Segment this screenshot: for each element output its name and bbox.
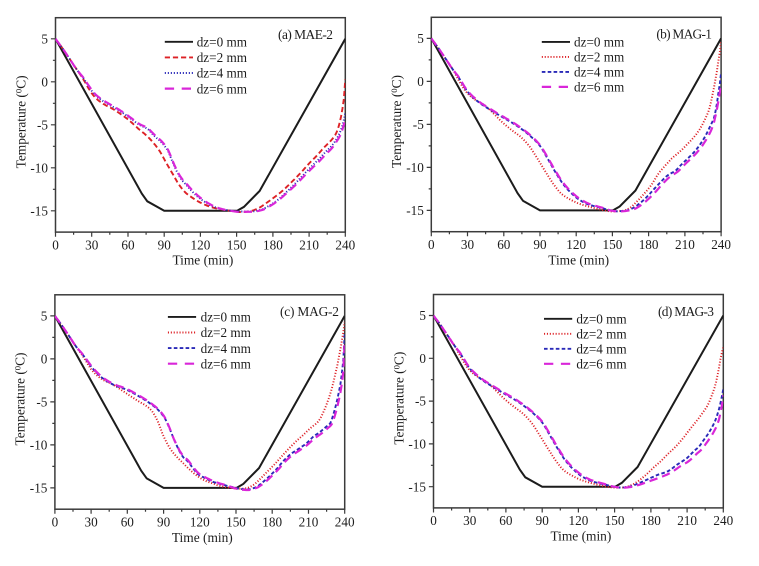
svg-text:dz=6 mm: dz=6 mm <box>576 357 627 372</box>
svg-text:30: 30 <box>85 514 99 529</box>
svg-text:210: 210 <box>299 237 319 252</box>
svg-text:-5: -5 <box>36 395 47 410</box>
svg-text:dz=4 mm: dz=4 mm <box>576 342 627 357</box>
svg-text:240: 240 <box>335 514 355 529</box>
svg-text:-10: -10 <box>408 437 426 452</box>
svg-text:180: 180 <box>641 513 661 528</box>
svg-text:150: 150 <box>605 513 625 528</box>
svg-text:5: 5 <box>417 31 424 46</box>
svg-text:-15: -15 <box>408 479 426 494</box>
svg-text:dz=2 mm: dz=2 mm <box>201 325 252 340</box>
svg-text:60: 60 <box>497 237 511 252</box>
svg-text:5: 5 <box>41 31 48 46</box>
svg-text:dz=4 mm: dz=4 mm <box>197 66 248 81</box>
svg-text:210: 210 <box>675 237 695 252</box>
svg-text:150: 150 <box>226 514 246 529</box>
svg-text:Temperature (0C): Temperature (0C) <box>13 353 28 446</box>
svg-text:5: 5 <box>41 309 48 324</box>
svg-text:-15: -15 <box>30 203 48 218</box>
svg-text:120: 120 <box>569 513 589 528</box>
svg-text:dz=0 mm: dz=0 mm <box>576 312 627 327</box>
svg-text:210: 210 <box>677 513 697 528</box>
svg-text:30: 30 <box>461 237 475 252</box>
svg-text:210: 210 <box>299 514 319 529</box>
svg-text:0: 0 <box>52 514 59 529</box>
svg-text:-5: -5 <box>415 394 426 409</box>
svg-text:-10: -10 <box>406 160 424 175</box>
svg-text:(b) MAG-1: (b) MAG-1 <box>656 27 712 42</box>
svg-text:Time (min): Time (min) <box>550 529 611 544</box>
svg-text:Time (min): Time (min) <box>172 253 233 268</box>
svg-text:-5: -5 <box>37 117 48 132</box>
svg-text:30: 30 <box>85 237 99 252</box>
svg-text:150: 150 <box>603 237 623 252</box>
svg-text:dz=4 mm: dz=4 mm <box>574 65 625 80</box>
svg-text:60: 60 <box>121 514 135 529</box>
svg-text:0: 0 <box>430 513 437 528</box>
svg-text:240: 240 <box>711 237 731 252</box>
svg-text:dz=0 mm: dz=0 mm <box>574 35 625 50</box>
svg-text:(a) MAE-2: (a) MAE-2 <box>278 27 333 42</box>
svg-text:-10: -10 <box>30 438 48 453</box>
svg-text:90: 90 <box>536 513 550 528</box>
svg-text:-10: -10 <box>30 160 48 175</box>
svg-text:-15: -15 <box>30 481 48 496</box>
svg-text:0: 0 <box>428 237 435 252</box>
svg-text:90: 90 <box>158 237 172 252</box>
svg-text:Temperature (0C): Temperature (0C) <box>13 75 28 168</box>
svg-text:Temperature (0C): Temperature (0C) <box>389 75 404 168</box>
svg-text:180: 180 <box>263 237 283 252</box>
svg-text:dz=0 mm: dz=0 mm <box>201 310 252 325</box>
svg-text:-5: -5 <box>413 117 424 132</box>
svg-text:dz=2 mm: dz=2 mm <box>197 50 248 65</box>
svg-text:0: 0 <box>419 351 426 366</box>
svg-text:150: 150 <box>227 237 247 252</box>
svg-text:dz=2 mm: dz=2 mm <box>576 327 627 342</box>
svg-text:60: 60 <box>121 237 135 252</box>
svg-text:240: 240 <box>335 237 355 252</box>
svg-text:dz=0 mm: dz=0 mm <box>197 35 248 50</box>
svg-text:Time (min): Time (min) <box>548 252 609 267</box>
svg-text:90: 90 <box>533 237 547 252</box>
svg-text:120: 120 <box>191 237 211 252</box>
svg-text:60: 60 <box>499 513 513 528</box>
svg-text:dz=6 mm: dz=6 mm <box>197 81 248 96</box>
svg-text:dz=2 mm: dz=2 mm <box>574 50 625 65</box>
svg-text:0: 0 <box>52 237 59 252</box>
svg-text:0: 0 <box>417 74 424 89</box>
svg-text:90: 90 <box>157 514 171 529</box>
svg-text:120: 120 <box>190 514 210 529</box>
svg-text:(d) MAG-3: (d) MAG-3 <box>658 304 714 319</box>
svg-text:240: 240 <box>713 513 733 528</box>
svg-text:0: 0 <box>41 74 48 89</box>
svg-text:120: 120 <box>566 237 586 252</box>
svg-text:dz=6 mm: dz=6 mm <box>574 80 625 95</box>
svg-text:Time (min): Time (min) <box>172 530 233 545</box>
svg-text:dz=4 mm: dz=4 mm <box>201 341 252 356</box>
svg-text:-15: -15 <box>406 203 424 218</box>
svg-text:dz=6 mm: dz=6 mm <box>201 356 252 371</box>
svg-text:Temperature (0C): Temperature (0C) <box>391 352 406 445</box>
svg-text:0: 0 <box>41 352 48 367</box>
svg-text:180: 180 <box>639 237 659 252</box>
svg-text:180: 180 <box>262 514 282 529</box>
svg-text:(c) MAG-2: (c) MAG-2 <box>280 304 339 319</box>
svg-text:5: 5 <box>419 308 426 323</box>
svg-text:30: 30 <box>463 513 477 528</box>
